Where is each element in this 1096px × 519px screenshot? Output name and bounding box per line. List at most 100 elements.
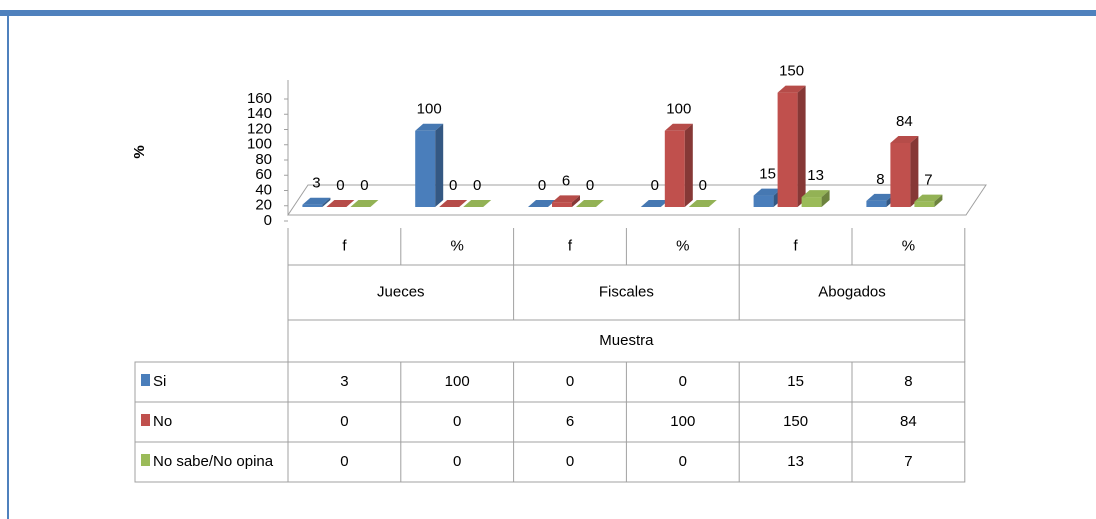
y-axis-label: % (131, 145, 148, 158)
y-tick-label: 20 (255, 197, 272, 214)
data-label: 100 (666, 101, 691, 118)
table-value: 0 (453, 453, 461, 470)
y-tick-label: 140 (247, 105, 272, 122)
bar (801, 197, 822, 207)
x-tick-label: f (794, 237, 799, 254)
bar-top (914, 194, 943, 202)
table-value: 150 (783, 413, 808, 430)
bar (753, 195, 774, 207)
group-label: Jueces (377, 283, 425, 300)
bar (866, 200, 887, 207)
table-value: 0 (679, 453, 687, 470)
data-label: 0 (449, 177, 457, 194)
table-value: 0 (566, 373, 574, 390)
data-label: 8 (876, 171, 884, 188)
bar-top (801, 190, 830, 198)
bar-top (664, 123, 693, 131)
bar-top (302, 197, 331, 205)
table-value: 100 (445, 373, 470, 390)
table-value: 0 (340, 453, 348, 470)
table-value: 84 (900, 413, 917, 430)
table-value: 15 (787, 373, 804, 390)
bar-top (688, 200, 717, 207)
data-label: 0 (473, 177, 481, 194)
x-axis-label: Muestra (599, 332, 654, 349)
table-value: 3 (340, 373, 348, 390)
y-tick-label: 120 (247, 120, 272, 137)
x-tick-label: % (902, 237, 915, 254)
data-label: 13 (807, 167, 824, 184)
bar-top (415, 123, 444, 131)
y-tick-label: 160 (247, 90, 272, 107)
data-label: 0 (336, 177, 344, 194)
table-border (134, 361, 966, 483)
table-value: 6 (566, 413, 574, 430)
group-label: Fiscales (599, 283, 654, 300)
data-label: 0 (651, 177, 659, 194)
data-label: 6 (562, 172, 570, 189)
bar-side (797, 85, 806, 207)
y-tick-label: 0 (264, 212, 272, 229)
bar-top (866, 193, 895, 201)
data-label: 100 (417, 101, 442, 118)
data-label: 3 (312, 175, 320, 192)
y-tick-label: 80 (255, 151, 272, 168)
bar-side (684, 123, 693, 207)
bar-top (640, 200, 669, 207)
bar-side (435, 123, 444, 207)
bar-top (552, 195, 580, 203)
bar-side (934, 194, 943, 207)
table-value: 0 (340, 413, 348, 430)
data-label: 150 (779, 63, 804, 80)
bar-top (576, 200, 604, 207)
bar-top (463, 200, 492, 207)
x-tick-label: % (676, 237, 689, 254)
data-label: 7 (924, 172, 932, 189)
data-label: 0 (699, 177, 707, 194)
bar-top (528, 200, 556, 207)
bar (664, 130, 685, 207)
bar (415, 130, 436, 207)
y-tick-label: 60 (255, 166, 272, 183)
data-label: 0 (538, 177, 546, 194)
x-tick-label: % (451, 237, 464, 254)
legend-swatch (141, 454, 150, 466)
bar-top (890, 135, 919, 143)
y-tick-label: 40 (255, 181, 272, 198)
left-border (7, 10, 9, 519)
top-border (0, 10, 1096, 16)
table-value: 0 (566, 453, 574, 470)
bar-top (777, 85, 806, 93)
bar-top (326, 200, 355, 207)
x-tick-label: f (342, 237, 347, 254)
table-value: 0 (453, 413, 461, 430)
legend-swatch (141, 374, 150, 386)
data-label: 0 (360, 177, 368, 194)
table-value: 8 (904, 373, 912, 390)
legend-label: Si (153, 373, 166, 390)
table-value: 7 (904, 453, 912, 470)
bar (552, 202, 572, 207)
legend-swatch (141, 414, 150, 426)
bar-side (572, 195, 580, 207)
group-label: Abogados (818, 283, 886, 300)
data-label: 0 (586, 177, 594, 194)
x-tick-label: f (568, 237, 573, 254)
bar (914, 201, 935, 207)
bar-side (910, 135, 919, 207)
bar-side (322, 197, 331, 207)
legend-label: No sabe/No opina (153, 453, 274, 470)
data-label: 15 (759, 166, 776, 183)
bar (777, 92, 798, 207)
y-tick-label: 100 (247, 136, 272, 153)
legend-label: No (153, 413, 172, 430)
bar-top (439, 200, 468, 207)
bar-top (350, 200, 379, 207)
table-value: 0 (679, 373, 687, 390)
bar-side (821, 190, 830, 207)
bar (302, 204, 323, 207)
table-value: 100 (670, 413, 695, 430)
bar (890, 142, 911, 207)
data-label: 84 (896, 113, 913, 130)
